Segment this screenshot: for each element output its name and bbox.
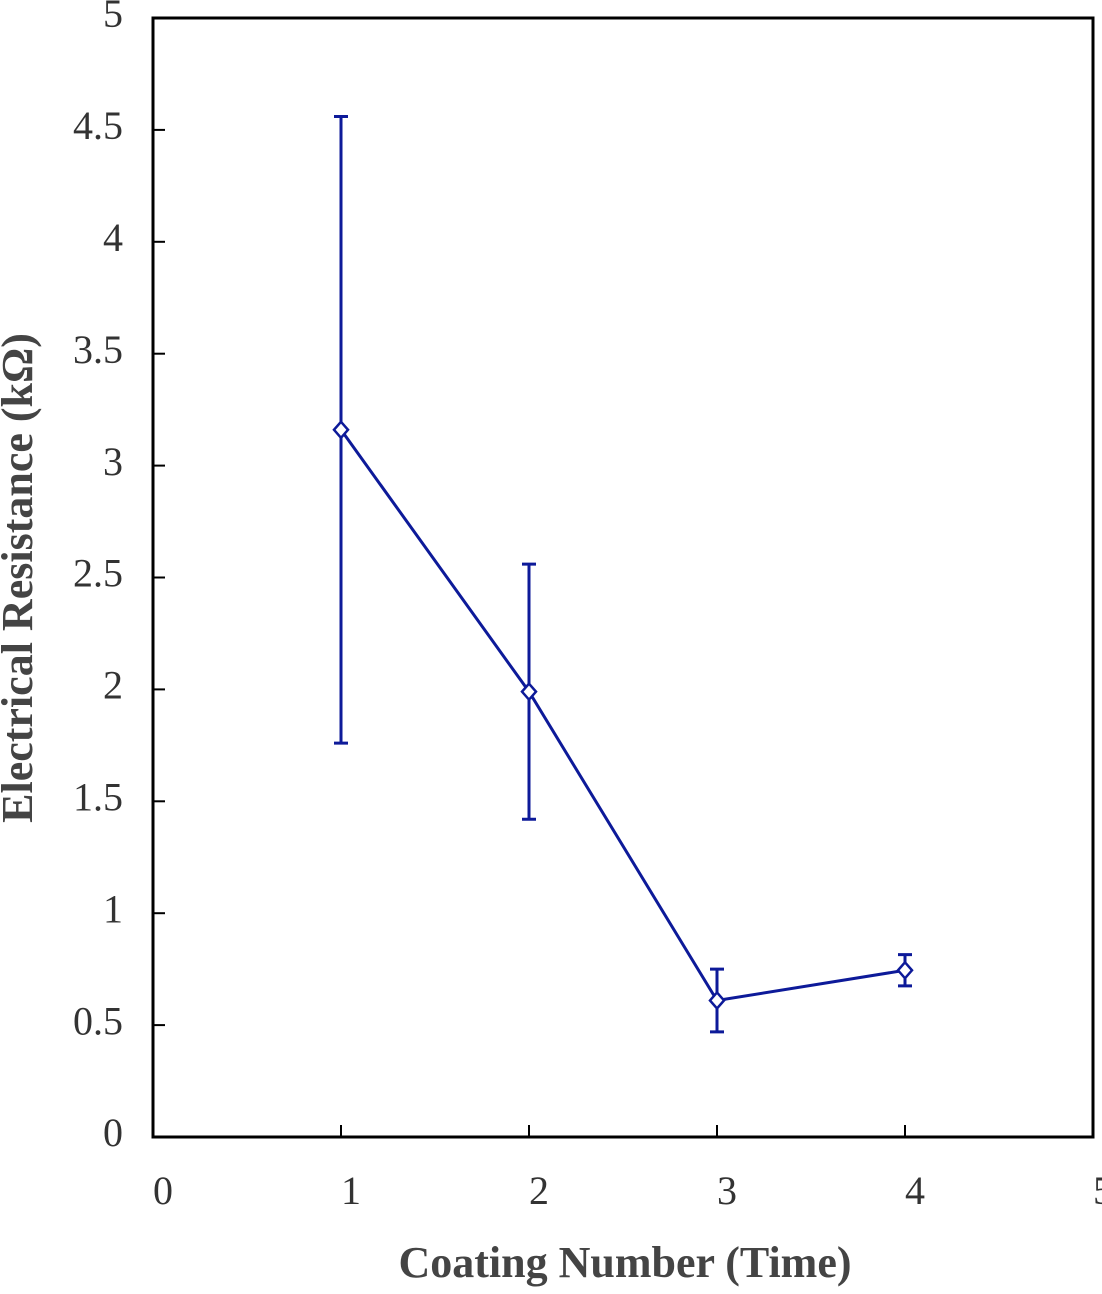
x-tick-label: 3	[717, 1168, 737, 1213]
y-tick-label: 1.5	[73, 774, 123, 819]
plot-frame	[151, 16, 1095, 1139]
y-tick-label: 4	[103, 215, 123, 260]
y-tick-label: 0	[103, 1110, 123, 1155]
y-tick-label: 3.5	[73, 327, 123, 372]
y-tick-label: 1	[103, 886, 123, 931]
y-tick-label: 5	[103, 0, 123, 36]
y-tick-label: 2	[103, 663, 123, 708]
data-point	[332, 419, 350, 440]
y-tick-label: 2.5	[73, 551, 123, 596]
y-tick-label: 3	[103, 439, 123, 484]
data-point	[708, 990, 726, 1011]
x-tick-label: 0	[153, 1168, 173, 1213]
x-tick-label: 1	[341, 1168, 361, 1213]
x-axis-title: Coating Number (Time)	[398, 1238, 851, 1287]
x-tick-label: 2	[529, 1168, 549, 1213]
data-point	[896, 960, 914, 981]
y-tick-label: 0.5	[73, 998, 123, 1043]
data-point	[520, 681, 538, 702]
y-axis-title: Electrical Resistance (kΩ)	[0, 333, 42, 823]
data-line	[339, 428, 906, 1003]
x-tick-label: 5	[1093, 1168, 1102, 1213]
x-tick-label: 4	[905, 1168, 925, 1213]
y-tick-label: 4.5	[73, 103, 123, 148]
